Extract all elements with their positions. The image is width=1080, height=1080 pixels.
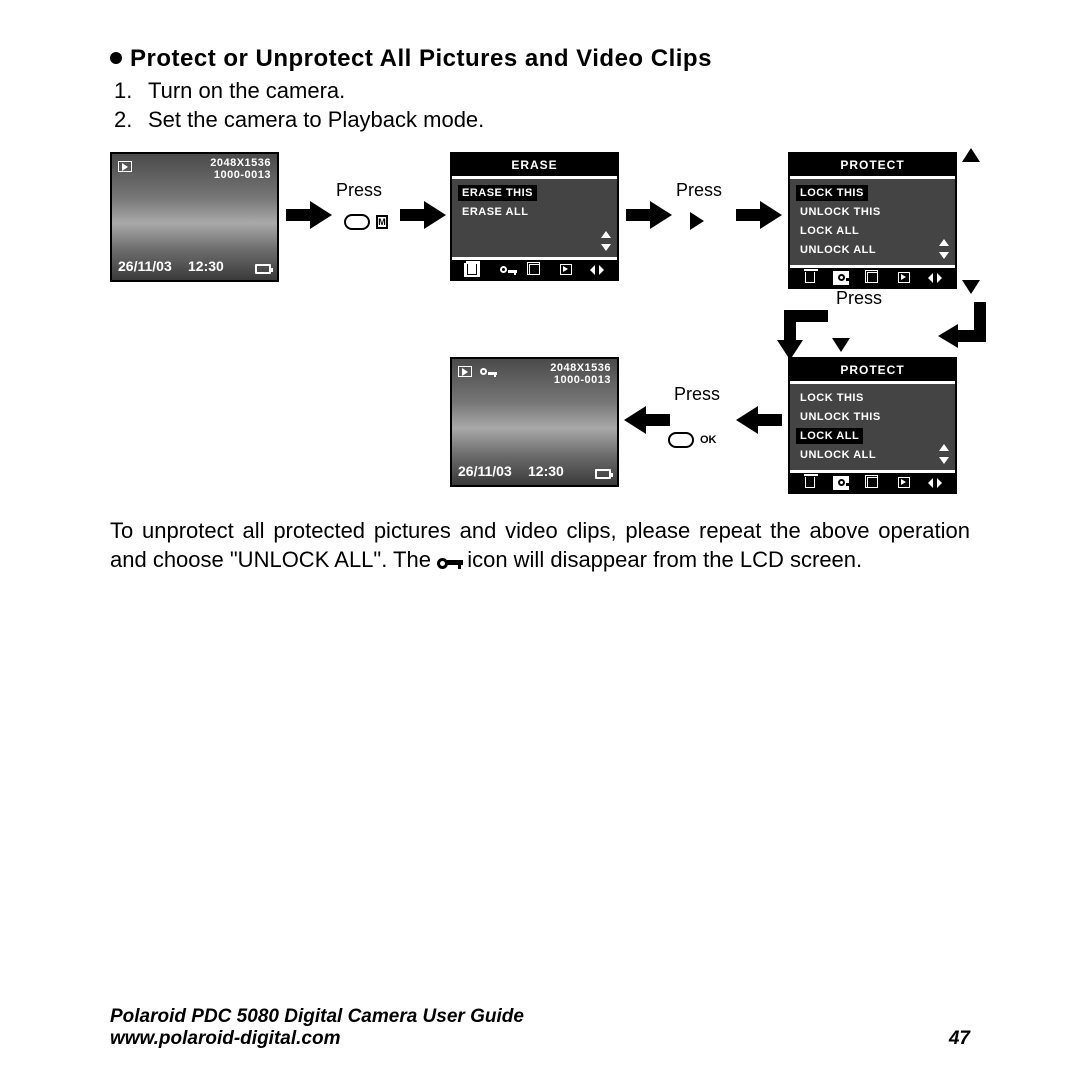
lock-all-item-2: LOCK ALL	[796, 428, 863, 444]
arrow-hook-down-left	[946, 302, 986, 362]
erase-all-item: ERASE ALL	[458, 204, 532, 220]
updown-icon	[601, 231, 611, 251]
section-title: Protect or Unprotect All Pictures and Vi…	[110, 45, 970, 73]
leftright-icon	[589, 263, 605, 277]
protect-menu-2: PROTECT LOCK THIS UNLOCK THIS LOCK ALL U…	[788, 357, 957, 494]
battery-icon	[255, 264, 271, 274]
lcd-screen-2: 2048X15361000-0013 26/11/03 12:30	[450, 357, 619, 487]
title-text: Protect or Unprotect All Pictures and Vi…	[130, 45, 712, 72]
press-label-3: Press	[836, 288, 882, 309]
lcd2-date: 26/11/03	[458, 463, 512, 479]
footer-url: www.polaroid-digital.com	[110, 1028, 524, 1050]
down-arrow-small-2	[832, 338, 850, 352]
lcd1-time: 12:30	[188, 258, 224, 274]
arrow-right-4	[736, 201, 782, 229]
lcd2-time: 12:30	[528, 463, 564, 479]
arrow-right-1	[286, 201, 332, 229]
arrow-left-1	[736, 406, 782, 434]
erase-menu-bar	[452, 257, 617, 279]
key-icon	[833, 476, 849, 490]
protect-menu1-title: PROTECT	[790, 154, 955, 179]
slideshow-icon	[558, 263, 574, 277]
m-button-icon: M	[376, 215, 388, 229]
bullet-dot	[110, 52, 122, 64]
page-number: 47	[949, 1028, 970, 1050]
up-arrow-small	[962, 148, 980, 162]
battery-icon	[595, 469, 611, 479]
trash-icon	[464, 263, 480, 277]
lcd-screen-1: 2048X15361000-0013 26/11/03 12:30	[110, 152, 279, 282]
updown-icon	[939, 444, 949, 464]
protect-menu1-bar	[790, 265, 955, 287]
trash-icon	[802, 476, 818, 490]
press-label-2: Press	[676, 180, 722, 201]
oval-button-icon-2	[668, 432, 694, 448]
leftright-icon	[927, 271, 943, 285]
instruction-paragraph: To unprotect all protected pictures and …	[110, 516, 970, 575]
step-1: 1.Turn on the camera.	[114, 77, 970, 106]
lcd1-date: 26/11/03	[118, 258, 172, 274]
down-arrow-small	[962, 280, 980, 294]
footer-title: Polaroid PDC 5080 Digital Camera User Gu…	[110, 1006, 524, 1027]
key-icon-inline	[437, 547, 461, 572]
playback-icon	[458, 363, 472, 379]
leftright-icon	[927, 476, 943, 490]
page-footer: Polaroid PDC 5080 Digital Camera User Gu…	[110, 1006, 970, 1050]
unlock-all-item: UNLOCK ALL	[796, 242, 880, 258]
lock-this-item-2: LOCK THIS	[796, 390, 868, 406]
erase-menu-title: ERASE	[452, 154, 617, 179]
copy-icon	[864, 476, 880, 490]
ok-label: OK	[700, 434, 717, 446]
lock-this-item: LOCK THIS	[796, 185, 868, 201]
slideshow-icon	[896, 476, 912, 490]
arrow-right-2	[400, 201, 446, 229]
key-icon-lcd	[480, 363, 487, 381]
copy-icon	[864, 271, 880, 285]
lcd2-resolution: 2048X15361000-0013	[550, 363, 611, 386]
updown-icon	[939, 239, 949, 259]
copy-icon	[526, 263, 542, 277]
lcd1-resolution: 2048X15361000-0013	[210, 158, 271, 181]
press-label-1: Press	[336, 180, 382, 201]
right-button-icon	[690, 212, 704, 230]
unlock-all-item-2: UNLOCK ALL	[796, 447, 880, 463]
key-icon	[833, 271, 849, 285]
slideshow-icon	[896, 271, 912, 285]
arrow-hook-left-down	[770, 310, 828, 368]
lock-all-item: LOCK ALL	[796, 223, 863, 239]
arrow-right-3	[626, 201, 672, 229]
unlock-this-item: UNLOCK THIS	[796, 204, 885, 220]
key-icon	[495, 263, 511, 277]
trash-icon	[802, 271, 818, 285]
arrow-left-2	[624, 406, 670, 434]
protect-menu2-bar	[790, 470, 955, 492]
press-label-4: Press	[674, 384, 720, 405]
protect-menu-1: PROTECT LOCK THIS UNLOCK THIS LOCK ALL U…	[788, 152, 957, 289]
erase-this-item: ERASE THIS	[458, 185, 537, 201]
oval-button-icon	[344, 214, 370, 230]
flow-diagram: 2048X15361000-0013 26/11/03 12:30 Press …	[110, 152, 970, 508]
erase-menu: ERASE ERASE THIS ERASE ALL	[450, 152, 619, 281]
unlock-this-item-2: UNLOCK THIS	[796, 409, 885, 425]
step-2: 2.Set the camera to Playback mode.	[114, 106, 970, 135]
playback-icon	[118, 158, 132, 174]
